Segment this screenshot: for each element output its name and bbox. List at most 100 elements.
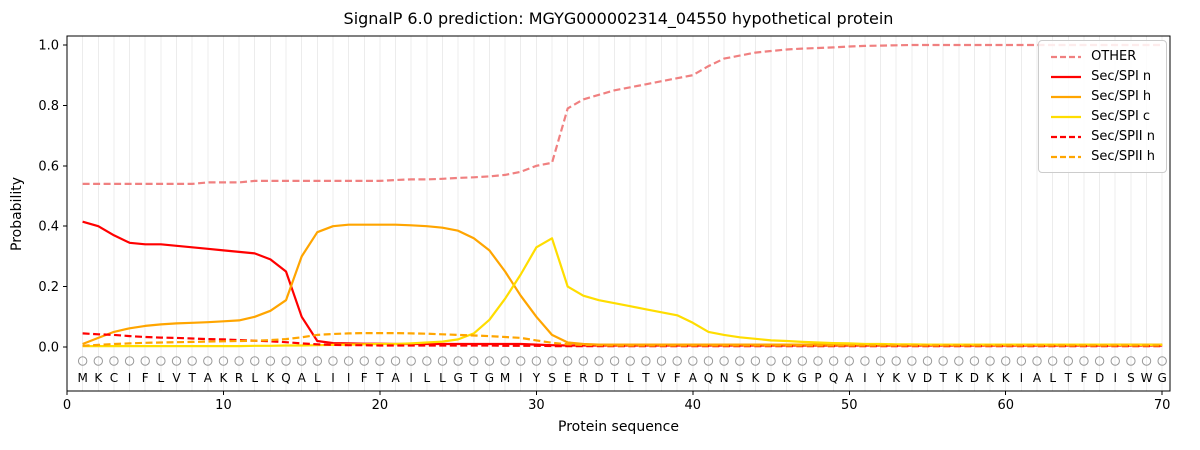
- residue-marker: [375, 356, 385, 366]
- residue-marker: [922, 356, 933, 366]
- residue-letter: Y: [532, 371, 541, 385]
- residue-marker: [77, 356, 88, 366]
- residue-marker: [93, 356, 103, 366]
- x-tick-label: 20: [372, 398, 389, 413]
- residue-marker: [500, 356, 510, 366]
- residue-marker: [1141, 356, 1152, 366]
- legend-line-sample: [1051, 75, 1082, 78]
- residue-marker: [312, 356, 323, 366]
- residue-marker: [187, 356, 197, 366]
- residue-marker: [797, 356, 808, 366]
- residue-marker: [813, 356, 823, 366]
- y-tick-label: 0.6: [38, 159, 59, 174]
- residue-letter: M: [77, 371, 87, 385]
- residue-letter: V: [172, 371, 181, 385]
- residue-marker: [1126, 356, 1136, 366]
- residue-letter: Q: [281, 371, 290, 385]
- residue-marker: [1047, 356, 1058, 366]
- residue-letter: P: [814, 371, 821, 385]
- series-line-sec-spi-n: [82, 220, 1163, 347]
- residue-letter: Q: [704, 371, 713, 385]
- residue-letter: G: [798, 371, 807, 385]
- residue-letter: T: [938, 371, 947, 385]
- residue-marker: [1157, 356, 1167, 366]
- legend-label: Sec/SPI h: [1091, 89, 1152, 104]
- residue-marker: [594, 356, 604, 366]
- residue-marker: [156, 356, 166, 366]
- residue-letter: E: [564, 371, 572, 385]
- chart-title: SignalP 6.0 prediction: MGYG000002314_04…: [343, 9, 894, 28]
- residue-letter: Q: [829, 371, 838, 385]
- residue-letter: F: [1080, 371, 1087, 385]
- residue-marker: [875, 356, 886, 366]
- series-line-sec-spi-h: [82, 223, 1163, 346]
- residue-marker: [265, 356, 276, 366]
- residue-marker: [171, 356, 182, 366]
- residue-marker: [954, 356, 964, 366]
- residue-letter: A: [298, 371, 307, 385]
- legend-item-sec-spi-n: Sec/SPI n: [1050, 69, 1155, 84]
- residue-marker: [609, 356, 620, 366]
- series-line-sec-spii-h: [82, 332, 1163, 347]
- residue-marker: [234, 356, 244, 366]
- residue-marker: [938, 356, 948, 366]
- residue-letter: A: [391, 371, 400, 385]
- residue-letter: V: [908, 371, 917, 385]
- residue-letter: D: [766, 371, 775, 385]
- residue-letter: T: [375, 371, 384, 385]
- x-tick-label: 30: [528, 398, 545, 413]
- residue-letter: S: [548, 371, 556, 385]
- x-tick-label: 0: [63, 398, 71, 413]
- axis-ticks: 0 10 20 30 40 50 60 70 0.0 0.2 0.4 0.6 0.8 1.0: [38, 39, 1170, 414]
- x-tick-label: 60: [997, 398, 1014, 413]
- residue-letter: D: [923, 371, 932, 385]
- residue-letter: L: [424, 371, 431, 385]
- residue-marker: [437, 356, 448, 366]
- residue-marker: [422, 356, 432, 366]
- residue-marker: [140, 356, 150, 366]
- legend-item-sec-spi-h: Sec/SPI h: [1050, 89, 1155, 104]
- y-tick-label: 0.2: [38, 280, 59, 295]
- residue-letter: I: [409, 371, 413, 385]
- residue-marker: [328, 356, 338, 366]
- y-tick-label: 0.4: [38, 220, 59, 235]
- residue-letter: G: [485, 371, 494, 385]
- residue-marker: [547, 356, 557, 366]
- residue-marker: [907, 356, 917, 366]
- residue-marker: [484, 356, 495, 366]
- residue-letter: K: [892, 371, 901, 385]
- residue-marker: [469, 356, 479, 366]
- residue-marker: [1032, 356, 1042, 366]
- y-tick-label: 0.0: [38, 341, 59, 356]
- residue-letter: R: [579, 371, 587, 385]
- residue-marker: [250, 356, 260, 366]
- residue-marker: [969, 356, 980, 366]
- residue-marker: [1079, 356, 1089, 366]
- residue-letter: F: [142, 371, 149, 385]
- grid-lines: [82, 36, 1163, 391]
- residue-letter: T: [641, 371, 650, 385]
- x-tick-label: 10: [215, 398, 232, 413]
- residue-letter: K: [1002, 371, 1011, 385]
- legend-label: Sec/SPII h: [1091, 149, 1155, 164]
- residue-letter: G: [1158, 371, 1167, 385]
- legend-item-other: OTHER: [1050, 49, 1155, 64]
- residue-letter: L: [251, 371, 258, 385]
- residue-marker: [390, 356, 401, 366]
- x-tick-label: 40: [685, 398, 702, 413]
- residue-marker: [735, 356, 745, 366]
- residue-letter: D: [1095, 371, 1104, 385]
- residue-marker: [516, 356, 526, 366]
- legend-label: Sec/SPI n: [1091, 69, 1152, 84]
- residue-letter: T: [187, 371, 196, 385]
- residue-marker: [688, 356, 698, 366]
- residue-letter: K: [986, 371, 995, 385]
- legend: OTHER Sec/SPI n Sec/SPI h Sec/SPI c Sec/SPII…: [1038, 40, 1167, 173]
- residue-marker: [891, 356, 901, 366]
- legend-line-sample: [1051, 115, 1082, 118]
- residue-marker: [281, 356, 291, 366]
- residue-letter: K: [783, 371, 792, 385]
- residue-marker: [1094, 356, 1105, 366]
- residue-letter: L: [439, 371, 446, 385]
